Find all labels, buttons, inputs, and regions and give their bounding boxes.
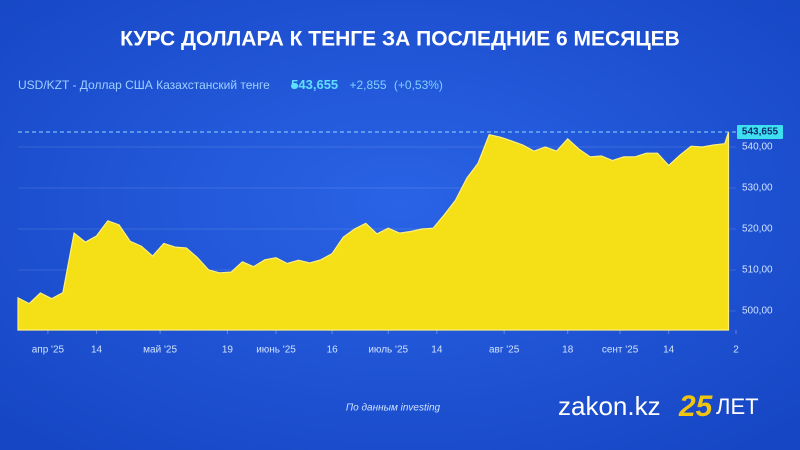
x-tick-label: 19 [222,345,234,356]
x-tick-label: июль '25 [368,345,408,356]
chart-title: КУРС ДОЛЛАРА К ТЕНГЕ ЗА ПОСЛЕДНИЕ 6 МЕСЯ… [120,28,680,51]
brand: zakon.kz [558,391,661,421]
y-tick-label: 510,00 [742,265,773,276]
y-tick-label: 540,00 [742,142,773,153]
y-tick-label: 500,00 [742,306,773,317]
x-tick-label: 14 [431,345,443,356]
x-tick-label: 16 [327,345,339,356]
price-icon [291,83,297,89]
x-tick-label: 14 [91,345,103,356]
x-tick-label: авг '25 [489,345,520,356]
plot: 500,00 510,00 520,00 530,00 540,00 апр '25 14 м… [17,125,783,356]
pair-name: USD/KZT - Доллар США Казахстанский тенге [18,78,270,92]
subtitle: USD/KZT - Доллар США Казахстанский тенге… [18,77,443,92]
price: 543,655 [291,77,338,92]
source: По данным investing [346,403,441,414]
x-tick-label: 2 [733,345,739,356]
x-tick-label: 18 [562,345,574,356]
y-tick-label: 530,00 [742,183,773,194]
current-label: 543,655 [742,127,779,138]
x-tick-label: сент '25 [602,345,639,356]
x-tick-label: июнь '25 [256,345,296,356]
current-box [737,125,783,140]
change-pct: (+0,53%) [394,78,443,92]
x-tick-label: май '25 [143,345,177,356]
x-tick-label: апр '25 [32,345,65,356]
x-tick-label: 14 [663,345,675,356]
brand-suffix: ЛЕТ [716,394,759,419]
y-tick-label: 520,00 [742,224,773,235]
area [17,131,730,331]
change: +2,855 [350,78,387,92]
brand-number: 25 [678,390,714,423]
